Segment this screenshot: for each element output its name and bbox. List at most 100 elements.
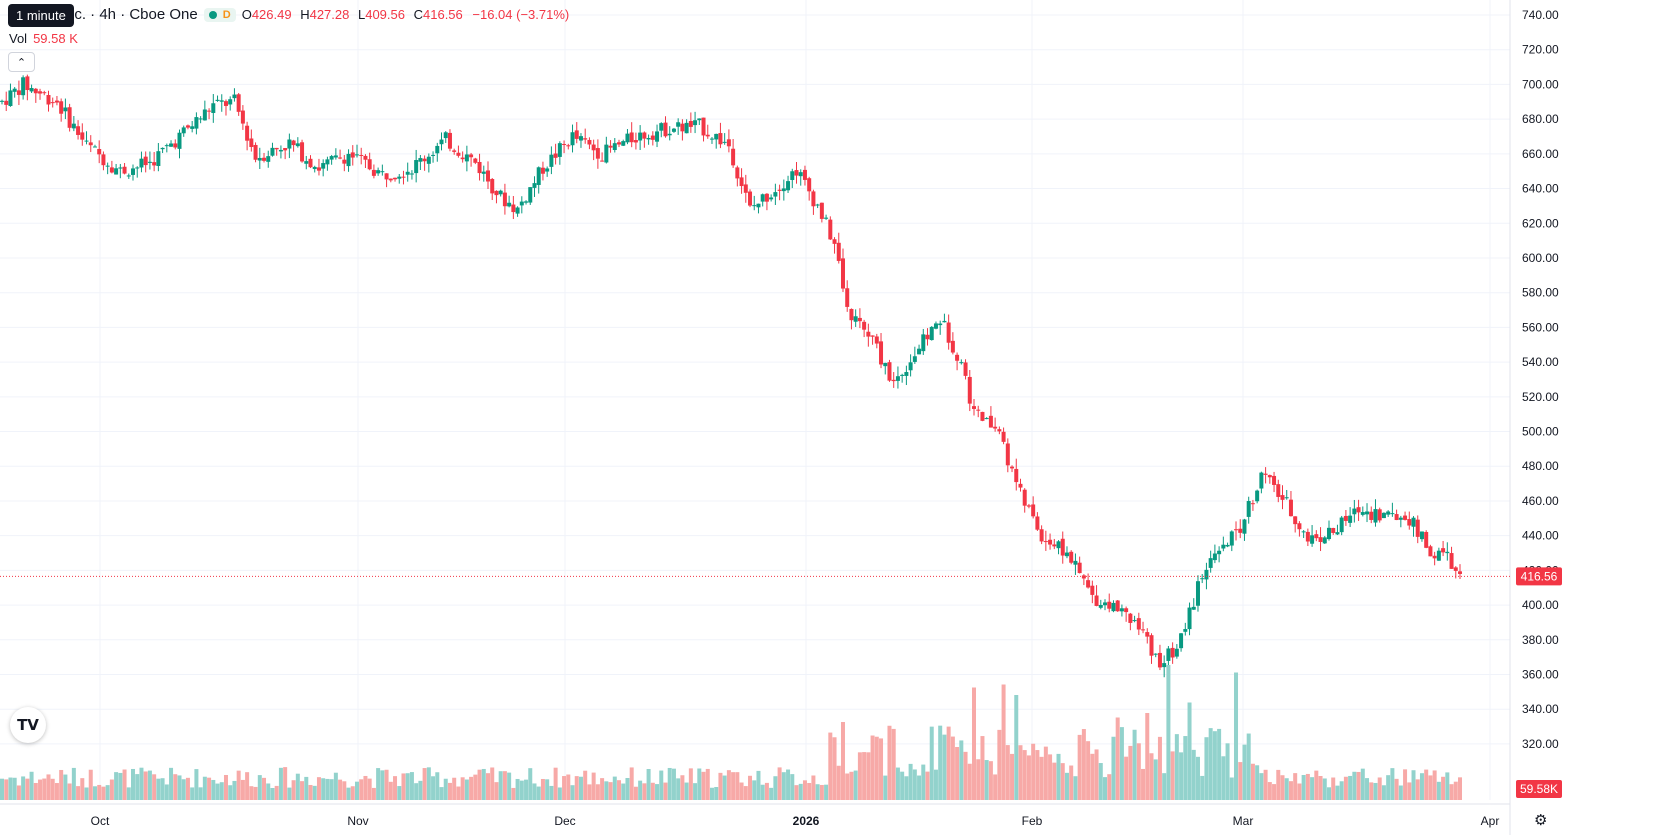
- candle-body: [456, 152, 461, 156]
- volume-bar: [722, 775, 727, 800]
- volume-bar: [879, 738, 884, 800]
- volume-bar: [714, 787, 719, 800]
- candle-body: [688, 120, 693, 127]
- status-badge[interactable]: D: [203, 7, 236, 22]
- collapse-legend-button[interactable]: ⌃: [8, 52, 35, 72]
- volume-bar: [507, 772, 512, 800]
- candle-body: [617, 142, 622, 145]
- volume-bar: [938, 725, 943, 800]
- candle-body: [853, 316, 858, 322]
- candle-body: [997, 429, 1002, 432]
- candle-body: [1297, 523, 1302, 530]
- candle-body: [608, 145, 613, 148]
- candle-body: [443, 132, 448, 139]
- candle-body: [460, 157, 465, 160]
- close-label: C: [413, 7, 423, 22]
- volume-bar: [862, 752, 867, 800]
- candle-body: [862, 321, 867, 330]
- volume-bar: [748, 775, 753, 800]
- volume-bar: [697, 768, 702, 800]
- volume-bar: [655, 784, 660, 800]
- volume-bar: [59, 769, 64, 800]
- candle-body: [25, 76, 30, 91]
- candle-body: [519, 201, 524, 206]
- candle-body: [1424, 531, 1429, 548]
- volume-bar: [1052, 762, 1057, 800]
- candle-body: [481, 171, 486, 174]
- volume-bar: [295, 773, 300, 800]
- candle-body: [1026, 505, 1031, 507]
- candle-body: [1242, 519, 1247, 534]
- candle-body: [714, 133, 719, 140]
- candle-body: [473, 158, 478, 163]
- candle-body: [1314, 534, 1319, 539]
- volume-bar: [486, 773, 490, 800]
- candle-body: [718, 133, 723, 145]
- volume-bar: [1090, 753, 1095, 800]
- candle-body: [249, 138, 254, 147]
- volume-bar: [1318, 775, 1323, 800]
- candle-body: [1373, 509, 1378, 523]
- volume-bar: [1441, 776, 1446, 800]
- y-tick-label: 600.00: [1522, 251, 1559, 265]
- volume-bar: [333, 772, 338, 800]
- volume-bar: [688, 768, 693, 800]
- candle-body: [304, 161, 309, 164]
- volume-bar: [380, 770, 385, 800]
- candle-body: [887, 362, 892, 381]
- candle-body: [1293, 516, 1298, 525]
- candle-body: [600, 160, 605, 162]
- volume-bar: [824, 784, 829, 800]
- candle-body: [993, 426, 998, 429]
- candle-body: [1119, 608, 1124, 612]
- volume-bar: [114, 772, 119, 800]
- y-tick-label: 660.00: [1522, 147, 1559, 161]
- volume-bar: [1432, 770, 1437, 800]
- volume-bar: [633, 786, 638, 800]
- volume-bar: [477, 769, 482, 800]
- candle-body: [988, 415, 993, 428]
- volume-bar: [1229, 777, 1234, 800]
- volume-bar: [38, 779, 43, 800]
- volume-bar: [608, 782, 613, 800]
- candle-body: [109, 167, 114, 173]
- volume-bar: [959, 740, 964, 800]
- candle-body: [198, 118, 203, 120]
- candle-body: [422, 158, 427, 162]
- volume-bar: [1314, 770, 1319, 800]
- volume-bar: [4, 779, 9, 800]
- volume-bar: [840, 722, 845, 800]
- candle-body: [1103, 602, 1108, 606]
- candle-body: [984, 418, 989, 420]
- candle-body: [709, 138, 714, 140]
- tradingview-logo-icon[interactable]: TV: [10, 707, 46, 743]
- volume-bar: [464, 779, 469, 800]
- volume-bar: [1360, 768, 1365, 800]
- gear-icon[interactable]: ⚙: [1534, 812, 1548, 829]
- volume-bar: [853, 770, 858, 800]
- candle-body: [671, 128, 676, 132]
- candle-body: [1141, 629, 1146, 631]
- candle-body: [604, 144, 609, 163]
- volume-bar: [232, 780, 237, 800]
- candle-body: [891, 379, 896, 382]
- candle-body: [1022, 489, 1027, 506]
- candle-body: [1280, 495, 1285, 500]
- candle-body: [278, 149, 283, 152]
- volume-bar: [456, 786, 461, 800]
- volume-bar: [980, 736, 985, 800]
- volume-bar: [1335, 785, 1340, 800]
- volume-bar: [967, 763, 972, 800]
- volume-bar: [46, 774, 51, 800]
- candle-body: [507, 202, 512, 207]
- candle-body: [1288, 499, 1293, 517]
- candle-body: [511, 204, 516, 213]
- candle-body: [655, 131, 660, 142]
- candle-body: [1234, 529, 1239, 531]
- candle-body: [359, 154, 364, 156]
- x-tick-label: Apr: [1481, 814, 1500, 828]
- volume-bar: [481, 768, 486, 800]
- candle-body: [1419, 531, 1424, 540]
- candle-body: [629, 132, 634, 143]
